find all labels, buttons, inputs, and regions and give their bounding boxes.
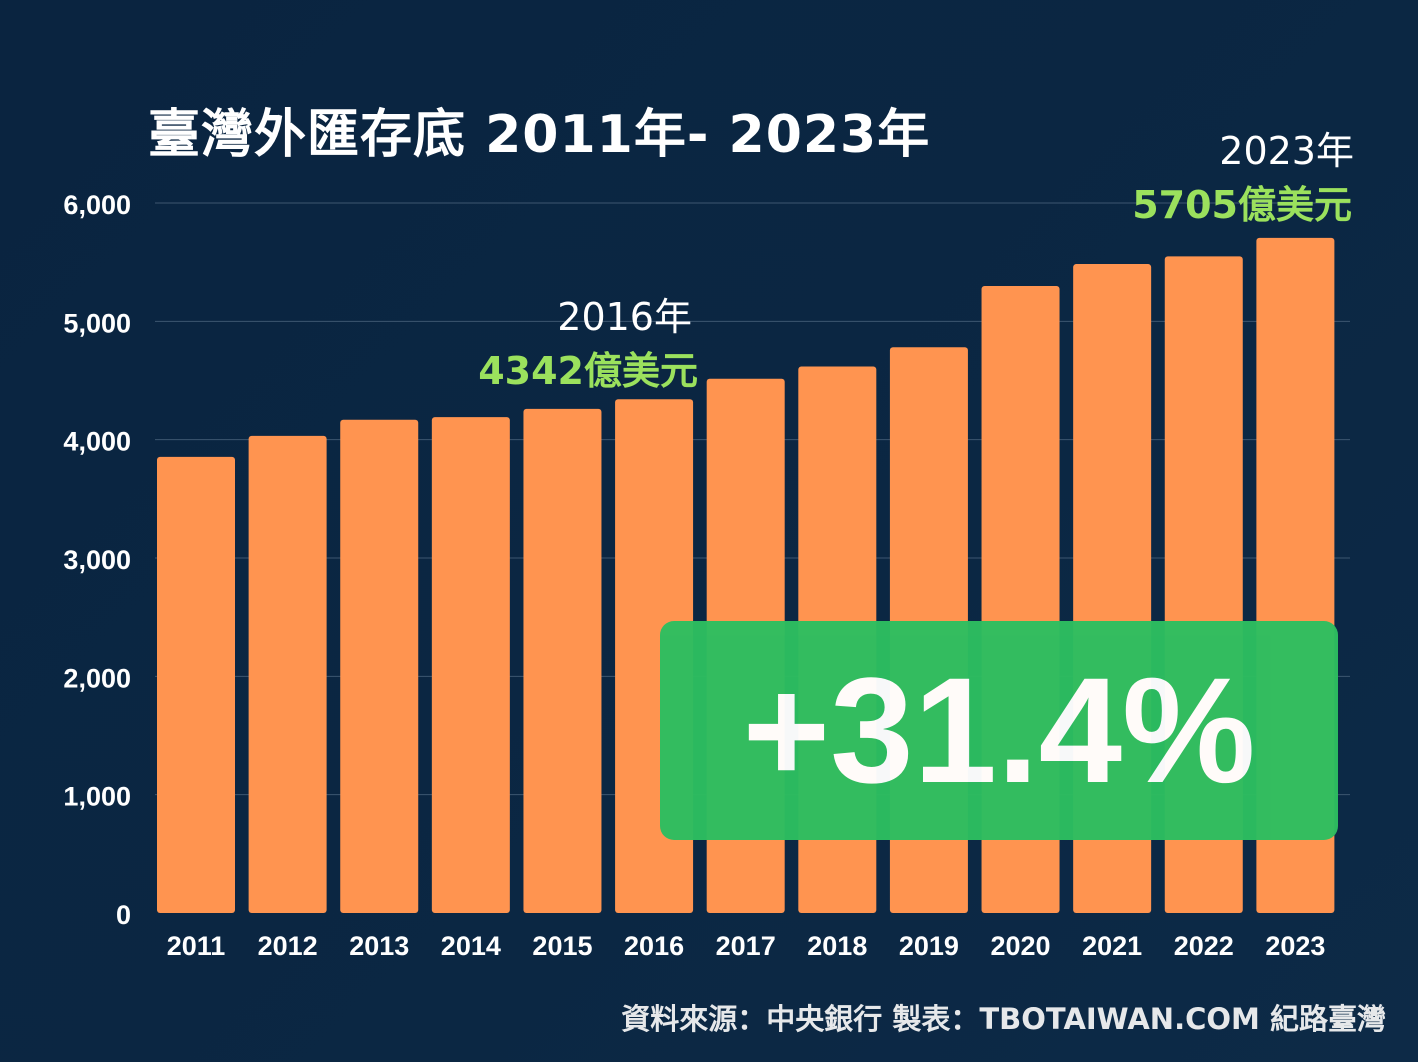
y-tick-label: 6,000 xyxy=(63,190,131,220)
x-tick-label: 2012 xyxy=(258,931,318,961)
x-tick-label: 2013 xyxy=(349,931,409,961)
annotation-2023-value: 5705億美元 xyxy=(1132,183,1352,227)
x-tick-label: 2014 xyxy=(441,931,501,961)
bar-2012 xyxy=(248,435,327,913)
y-tick-label: 0 xyxy=(116,900,131,930)
source-note: 資料來源：中央銀行 製表：TBOTAIWAN.COM 紀路臺灣 xyxy=(621,1002,1386,1036)
x-tick-label: 2015 xyxy=(532,931,592,961)
bar-2015 xyxy=(523,408,602,913)
x-tick-label: 2017 xyxy=(716,931,776,961)
annotation-2023-year: 2023年 xyxy=(1219,129,1354,173)
bar-2014 xyxy=(431,417,510,913)
annotation-2016-value: 4342億美元 xyxy=(478,349,698,393)
bar-2013 xyxy=(340,419,419,913)
y-tick-label: 5,000 xyxy=(63,308,131,338)
x-tick-label: 2011 xyxy=(167,931,226,961)
y-tick-label: 1,000 xyxy=(63,782,131,812)
y-tick-label: 3,000 xyxy=(63,545,131,575)
bar-2011 xyxy=(157,456,235,913)
annotation-2016-year: 2016年 xyxy=(557,295,692,339)
x-tick-label: 2021 xyxy=(1082,931,1142,961)
growth-badge: +31.4% xyxy=(660,621,1338,840)
x-tick-label: 2016 xyxy=(624,931,684,961)
x-tick-label: 2020 xyxy=(990,931,1050,961)
x-tick-label: 2022 xyxy=(1174,931,1234,961)
x-tick-label: 2023 xyxy=(1265,931,1325,961)
y-tick-label: 2,000 xyxy=(63,663,131,693)
x-tick-label: 2019 xyxy=(899,931,959,961)
x-tick-label: 2018 xyxy=(807,931,867,961)
y-tick-label: 4,000 xyxy=(63,427,131,457)
chart-title: 臺灣外匯存底 2011年- 2023年 xyxy=(148,105,931,165)
